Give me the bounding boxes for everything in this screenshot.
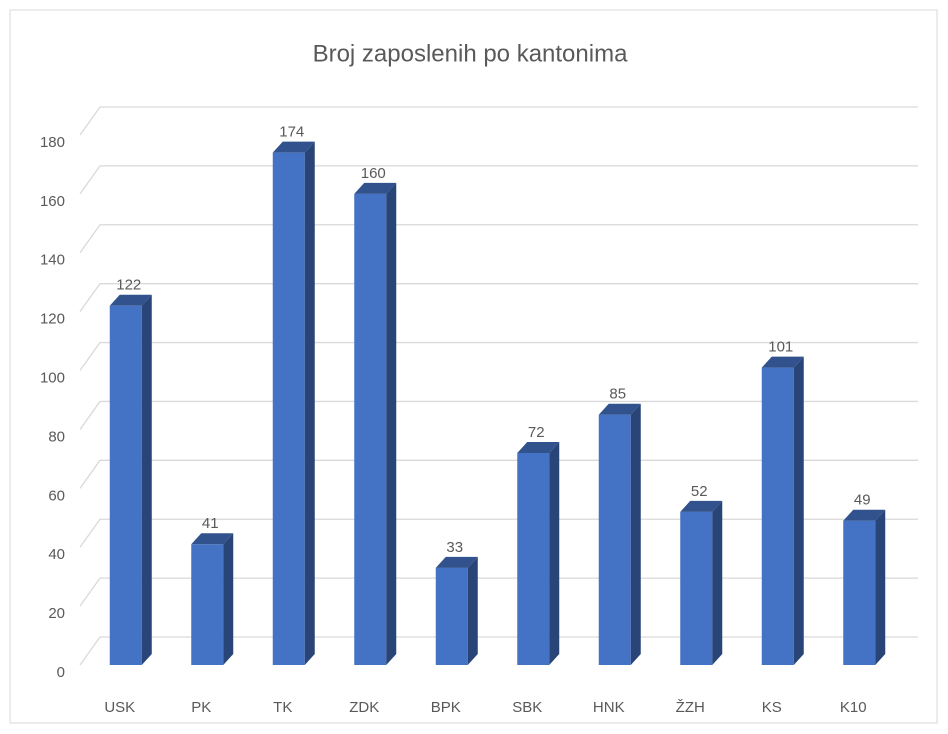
bar (680, 511, 713, 665)
bar (843, 520, 876, 665)
data-label: 122 (116, 277, 141, 294)
bar-side (223, 533, 234, 665)
x-tick-label: ZDK (349, 699, 379, 716)
bar (191, 544, 224, 665)
y-tick-label: 180 (40, 134, 65, 151)
x-tick-label: ŽZH (676, 699, 705, 716)
bar-top (843, 509, 886, 521)
bar (598, 414, 631, 665)
bar-side (712, 500, 723, 665)
bar-side (467, 556, 478, 665)
bar-top (191, 533, 234, 545)
grid-line (79, 636, 918, 666)
x-tick-label: SBK (512, 699, 542, 716)
bar-side (386, 182, 397, 665)
bar-top (598, 403, 641, 415)
data-label: 49 (854, 492, 871, 509)
data-label: 101 (768, 339, 793, 356)
grid-line (79, 224, 918, 254)
x-tick-label: USK (104, 699, 135, 716)
y-tick-label: 80 (48, 428, 65, 445)
bar-side (793, 356, 804, 665)
x-tick-label: BPK (431, 699, 461, 716)
x-tick-label: PK (191, 699, 211, 716)
bar (761, 367, 794, 665)
bar-top (272, 141, 315, 153)
grid-line (79, 400, 918, 430)
x-tick-label: HNK (593, 699, 625, 716)
bar-top (517, 442, 560, 453)
bar-top (435, 556, 478, 568)
bar (435, 567, 468, 665)
bar-side (141, 294, 152, 665)
bar-side (304, 141, 315, 665)
bar-top (761, 356, 804, 368)
bar-top (354, 182, 397, 194)
bar (354, 193, 387, 665)
bar (517, 453, 550, 665)
data-label: 160 (361, 165, 386, 182)
y-tick-label: 40 (48, 546, 65, 563)
y-tick-label: 100 (40, 370, 65, 387)
bar (109, 305, 142, 665)
x-tick-label: K10 (840, 699, 867, 716)
x-tick-label: TK (273, 699, 292, 716)
grid-line (79, 459, 918, 489)
data-label: 174 (279, 124, 304, 141)
grid-line (79, 283, 918, 313)
y-tick-label: 160 (40, 193, 65, 210)
grid-line (79, 106, 918, 136)
data-label: 52 (691, 483, 708, 500)
x-tick-label: KS (762, 699, 782, 716)
grid-line (79, 165, 918, 195)
grid-line (79, 341, 918, 371)
chart-title: Broj zaposlenih po kantonima (313, 40, 629, 67)
grid-line (79, 577, 918, 607)
data-label: 41 (202, 515, 219, 532)
data-label: 85 (609, 386, 626, 403)
y-tick-label: 20 (48, 605, 65, 622)
bar-top (109, 294, 152, 306)
y-tick-label: 120 (40, 311, 65, 328)
bar-side (549, 442, 560, 665)
y-tick-label: 140 (40, 252, 65, 269)
bar-side (630, 403, 641, 665)
bar-top (680, 500, 723, 512)
y-tick-label: 60 (48, 487, 65, 504)
y-tick-label: 0 (57, 664, 65, 681)
data-label: 33 (446, 539, 463, 556)
data-label: 72 (528, 424, 545, 441)
bar-side (875, 509, 886, 665)
bar (272, 152, 305, 665)
grid-line (79, 518, 918, 548)
